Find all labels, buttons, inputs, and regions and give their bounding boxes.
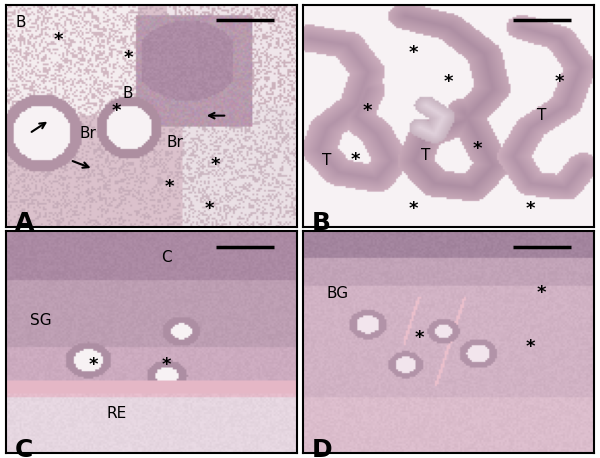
Text: *: *	[409, 44, 418, 62]
Text: *: *	[53, 31, 63, 49]
Text: *: *	[415, 329, 424, 347]
Text: T: T	[322, 153, 331, 168]
Text: *: *	[124, 49, 133, 67]
Text: B: B	[312, 211, 331, 235]
Text: B: B	[123, 86, 133, 101]
Text: *: *	[205, 200, 214, 218]
Text: *: *	[444, 73, 453, 91]
Text: T: T	[537, 108, 547, 123]
Text: *: *	[164, 178, 174, 196]
Text: *: *	[350, 151, 360, 169]
Text: *: *	[161, 355, 171, 374]
Text: Br: Br	[166, 135, 183, 150]
Text: *: *	[362, 102, 372, 120]
Text: RE: RE	[106, 406, 127, 421]
Text: C: C	[161, 251, 172, 266]
Text: *: *	[409, 200, 418, 218]
Text: BG: BG	[327, 286, 349, 301]
Text: *: *	[525, 338, 535, 356]
Text: SG: SG	[30, 313, 52, 327]
Text: *: *	[537, 284, 547, 302]
Text: D: D	[312, 438, 332, 458]
Text: *: *	[89, 355, 98, 374]
Text: *: *	[112, 102, 121, 120]
Text: *: *	[473, 140, 482, 158]
Text: *: *	[525, 200, 535, 218]
Text: A: A	[15, 211, 34, 235]
Text: T: T	[421, 148, 430, 163]
Text: Br: Br	[79, 126, 96, 141]
Text: *: *	[211, 156, 220, 174]
Text: C: C	[15, 438, 33, 458]
Text: *: *	[554, 73, 564, 91]
Text: B: B	[16, 15, 26, 30]
